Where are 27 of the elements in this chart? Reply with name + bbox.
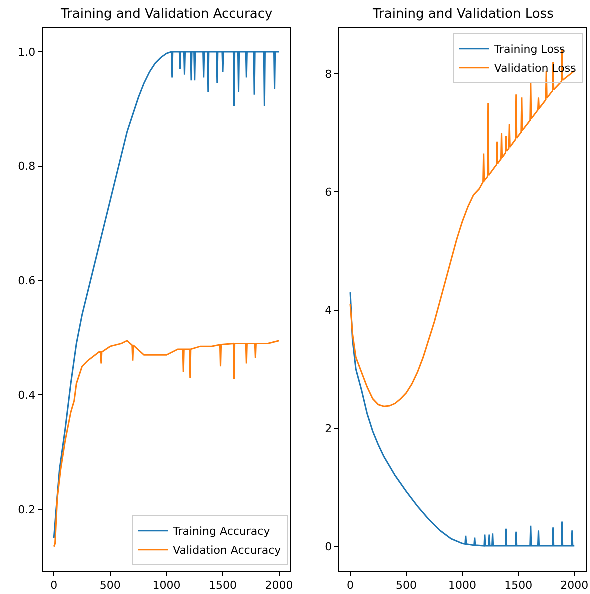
line-series [350,292,576,547]
x-tick-label: 2000 [560,579,589,592]
y-tick-label: 1.0 [18,46,36,59]
y-tick-label: 4 [325,304,332,318]
y-tick-label: 8 [325,68,332,81]
chart-title: Training and Validation Loss [372,7,554,22]
x-tick-label: 1000 [448,579,477,592]
x-tick-label: 0 [50,579,58,592]
x-tick-label: 1500 [209,579,238,592]
y-tick-label: 0.8 [18,160,36,174]
x-tick-label: 0 [346,579,354,592]
x-tick-label: 1000 [152,579,181,592]
x-tick-label: 2000 [265,579,294,592]
x-tick-label: 500 [396,579,418,592]
chart-title: Training and Validation Accuracy [60,7,273,22]
y-tick-label: 0.2 [18,503,36,516]
legend-label: Training Accuracy [172,525,271,538]
legend-label: Validation Accuracy [173,544,282,558]
y-tick-label: 0 [325,540,332,554]
legend-label: Training Loss [493,43,566,56]
y-tick-label: 2 [325,422,332,436]
x-tick-label: 1500 [504,579,533,592]
x-tick-label: 500 [100,579,121,592]
y-tick-label: 0.6 [18,274,36,288]
y-tick-label: 6 [325,186,332,199]
line-series [53,51,280,539]
y-tick-label: 0.4 [18,389,36,402]
